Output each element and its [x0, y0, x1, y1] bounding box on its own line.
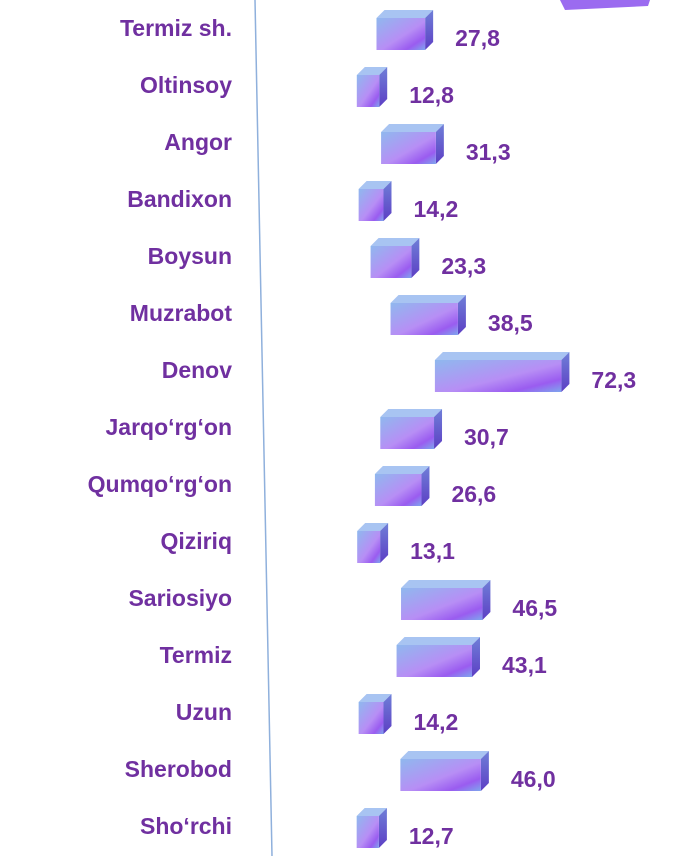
bar: [358, 694, 392, 734]
value-label: 14,2: [413, 709, 458, 735]
bar-face: [421, 466, 430, 506]
decoration: [560, 0, 650, 10]
bar-face: [356, 67, 388, 75]
bar-face: [400, 751, 489, 759]
category-label: Oltinsoy: [140, 72, 232, 98]
bar-face: [370, 238, 420, 246]
bar: [401, 580, 491, 620]
bar-face: [434, 360, 562, 392]
bar: [434, 352, 570, 392]
bar-face: [457, 295, 466, 335]
value-label: 46,0: [511, 766, 556, 792]
category-label: Termiz sh.: [120, 15, 232, 41]
value-label: 27,8: [455, 25, 500, 51]
category-label: Termiz: [160, 642, 232, 668]
category-label: Angor: [164, 129, 232, 155]
bar-face: [381, 124, 444, 132]
bar: [380, 409, 443, 449]
bar-face: [400, 759, 481, 791]
bar-face: [434, 352, 570, 360]
value-label: 14,2: [413, 196, 458, 222]
bar-face: [434, 409, 443, 449]
category-label: Qumqo‘rg‘on: [88, 471, 232, 497]
category-label: Muzrabot: [130, 300, 233, 326]
value-label: 26,6: [451, 481, 496, 507]
category-label: Sho‘rchi: [140, 813, 232, 839]
bar-face: [358, 702, 384, 734]
value-label: 43,1: [502, 652, 547, 678]
bar-face: [435, 124, 444, 164]
bar-face: [358, 694, 392, 702]
bar-face: [380, 523, 389, 563]
bar-face: [383, 694, 392, 734]
bar-face: [381, 132, 436, 164]
bar-face: [425, 10, 434, 50]
bar: [390, 295, 466, 335]
value-label: 13,1: [410, 538, 455, 564]
bar-face: [370, 246, 412, 278]
bar-face: [358, 189, 384, 221]
bar: [370, 238, 420, 278]
bar-face: [390, 295, 466, 303]
bar: [356, 808, 387, 848]
bar: [381, 124, 444, 164]
bar-face: [376, 18, 426, 50]
bar-face: [357, 523, 389, 531]
bar-face: [379, 67, 388, 107]
divider: [254, 0, 273, 856]
value-label: 38,5: [488, 310, 533, 336]
bar-face: [383, 181, 392, 221]
bar-face: [561, 352, 570, 392]
value-label: 30,7: [464, 424, 509, 450]
bar: [356, 67, 388, 107]
bar-face: [358, 181, 392, 189]
category-label: Sariosiyo: [128, 585, 232, 611]
value-label: 23,3: [441, 253, 486, 279]
bar-face: [390, 303, 458, 335]
bar-face: [378, 808, 387, 848]
bar: [376, 10, 434, 50]
bar: [374, 466, 430, 506]
category-label: Jarqo‘rg‘on: [105, 414, 232, 440]
value-label: 12,7: [409, 823, 454, 849]
bar-face: [357, 531, 381, 563]
category-label: Denov: [162, 357, 233, 383]
bar: [400, 751, 489, 791]
bar-face: [401, 580, 491, 588]
bar: [396, 637, 480, 677]
bar-face: [396, 645, 472, 677]
bar-face: [356, 75, 380, 107]
bar-face: [411, 238, 420, 278]
category-label: Sherobod: [125, 756, 232, 782]
category-label: Uzun: [176, 699, 232, 725]
bar-face: [356, 816, 379, 848]
bar-face: [380, 409, 443, 417]
bar-face: [401, 588, 483, 620]
bar-face: [374, 474, 422, 506]
bar-face: [356, 808, 387, 816]
category-label: Boysun: [148, 243, 232, 269]
value-label: 72,3: [591, 367, 636, 393]
bar-face: [374, 466, 430, 474]
category-label: Qiziriq: [160, 528, 232, 554]
category-label: Bandixon: [127, 186, 232, 212]
value-label: 46,5: [512, 595, 557, 621]
bar: [357, 523, 389, 563]
value-label: 31,3: [466, 139, 511, 165]
bar-face: [376, 10, 434, 18]
bar-face: [396, 637, 480, 645]
bar-face: [482, 580, 491, 620]
value-label: 12,8: [409, 82, 454, 108]
bar-face: [480, 751, 489, 791]
bar-face: [471, 637, 480, 677]
bar: [358, 181, 392, 221]
bar-face: [380, 417, 435, 449]
